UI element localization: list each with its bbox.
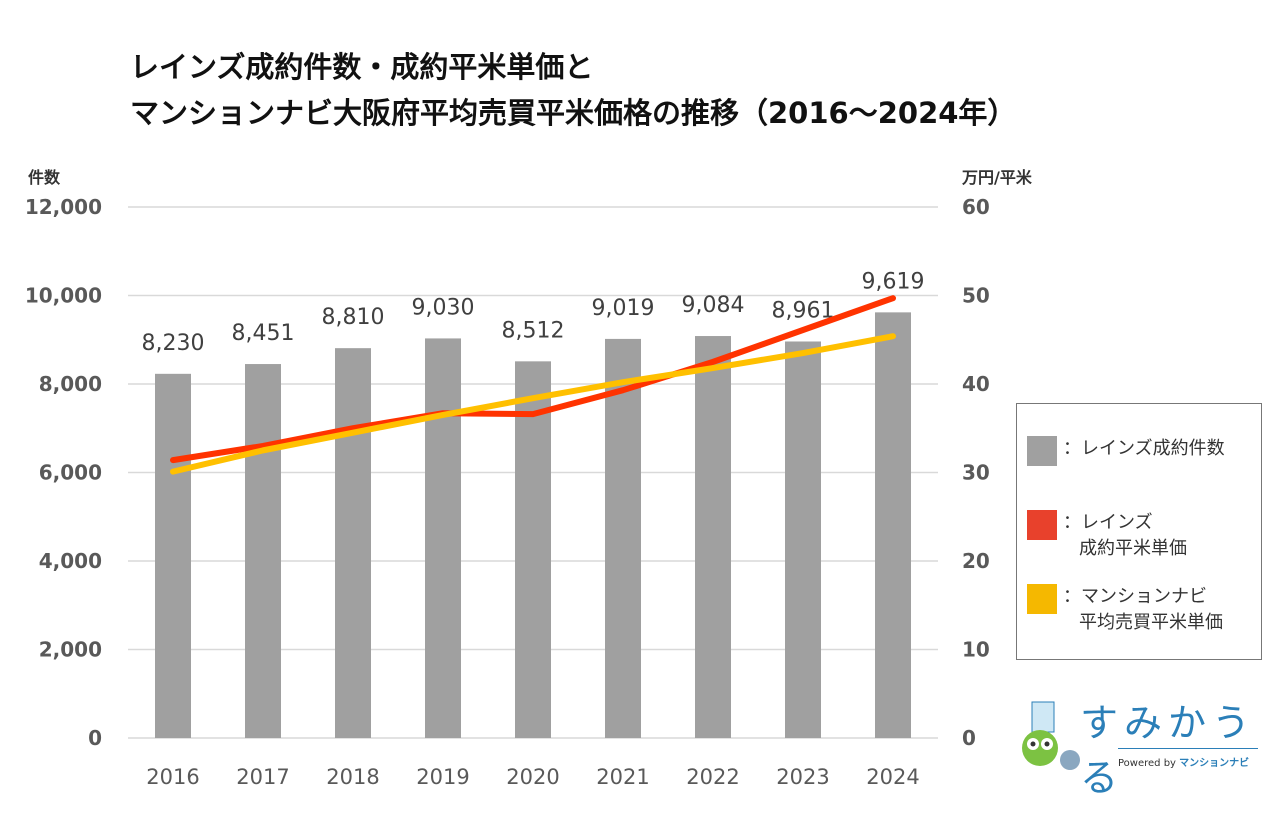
bar	[785, 341, 821, 738]
sumikauru-logo: すみかうる Powered by マンションナビ	[1020, 698, 1260, 800]
legend-label: 成約平米単価	[1079, 538, 1187, 559]
left-tick-label: 4,000	[39, 549, 102, 573]
x-tick-label: 2024	[866, 765, 919, 789]
bar	[515, 361, 551, 738]
left-tick-label: 10,000	[25, 284, 102, 308]
bar	[605, 338, 641, 738]
bar-data-label: 8,512	[502, 318, 565, 343]
legend-label: ：マンションナビ	[1063, 586, 1207, 607]
bar-data-label: 8,961	[772, 298, 835, 323]
legend-item-navi-price: ：マンションナビ平均売買平米単価	[1027, 584, 1223, 636]
right-tick-label: 10	[962, 638, 990, 662]
legend-label: ：レインズ	[1063, 512, 1153, 533]
x-tick-label: 2017	[236, 765, 289, 789]
x-tick-label: 2019	[416, 765, 469, 789]
bar	[335, 348, 371, 738]
legend-label: ：レインズ成約件数	[1063, 438, 1225, 459]
legend-item-reins-price: ：レインズ成約平米単価	[1027, 510, 1187, 562]
left-tick-label: 12,000	[25, 195, 102, 219]
bar-data-label: 9,619	[862, 269, 925, 294]
chart-title-line1: レインズ成約件数・成約平米単価と	[130, 50, 594, 84]
bar	[155, 373, 191, 738]
logo-divider	[1118, 748, 1258, 749]
logo-text: すみかうる	[1080, 701, 1257, 800]
bar	[695, 336, 731, 738]
right-tick-label: 60	[962, 195, 990, 219]
legend-swatch	[1027, 436, 1057, 466]
right-tick-label: 30	[962, 461, 990, 485]
left-tick-label: 8,000	[39, 372, 102, 396]
bar-data-label: 9,019	[592, 296, 655, 321]
x-tick-label: 2016	[146, 765, 199, 789]
right-tick-label: 0	[962, 726, 976, 750]
legend-swatch	[1027, 584, 1057, 614]
legend-label: 平均売買平米単価	[1079, 612, 1223, 633]
logo-powered-by: Powered by マンションナビ	[1118, 758, 1250, 769]
x-tick-label: 2023	[776, 765, 829, 789]
bar	[245, 364, 281, 738]
x-tick-label: 2021	[596, 765, 649, 789]
left-tick-label: 2,000	[39, 638, 102, 662]
left-axis-label: 件数	[28, 168, 61, 187]
right-axis-label: 万円/平米	[961, 168, 1033, 187]
legend-swatch	[1027, 510, 1057, 540]
legend: ：レインズ成約件数 ：レインズ成約平米単価 ：マンションナビ平均売買平米単価	[1016, 403, 1262, 660]
chart-title-line2: マンションナビ大阪府平均売買平米価格の推移（2016〜2024年）	[130, 96, 1017, 130]
right-tick-label: 20	[962, 549, 990, 573]
x-tick-label: 2022	[686, 765, 739, 789]
bar-data-label: 8,810	[322, 305, 385, 330]
right-tick-label: 50	[962, 284, 990, 308]
bar-data-label: 8,230	[142, 331, 205, 356]
owl-mascot-icon	[1022, 701, 1080, 770]
bar-data-label: 9,030	[412, 295, 475, 320]
left-tick-label: 6,000	[39, 461, 102, 485]
legend-item-bars: ：レインズ成約件数	[1027, 436, 1225, 466]
x-tick-label: 2018	[326, 765, 379, 789]
bar	[425, 338, 461, 738]
right-tick-label: 40	[962, 372, 990, 396]
x-tick-label: 2020	[506, 765, 559, 789]
bar-data-label: 9,084	[682, 293, 745, 318]
bar-data-label: 8,451	[232, 321, 295, 346]
bar	[875, 312, 911, 738]
left-tick-label: 0	[88, 726, 102, 750]
